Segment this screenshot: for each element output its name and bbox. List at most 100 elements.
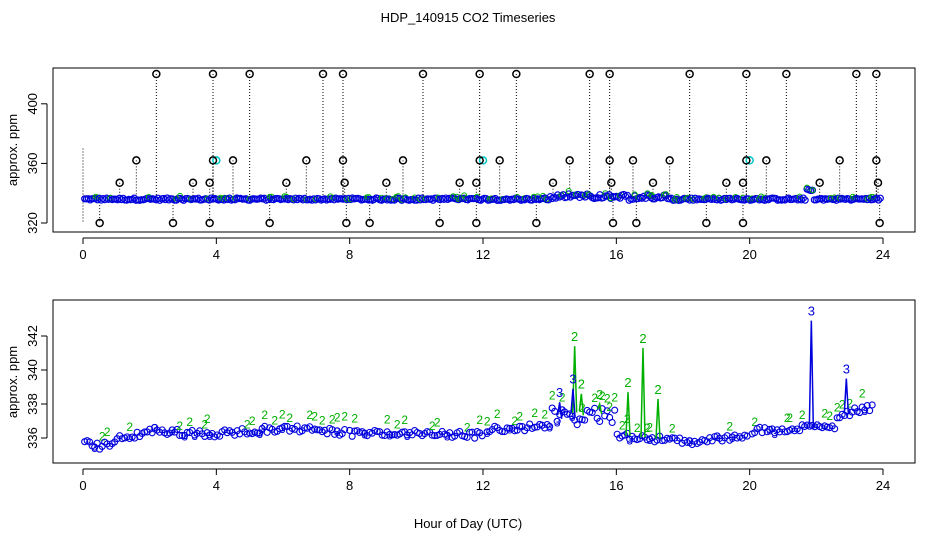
spike-series2: [596, 401, 603, 415]
outlier-point: [205, 218, 214, 228]
outlier-point: [115, 178, 124, 188]
data-point-series3: [874, 196, 883, 204]
outlier-point: [338, 156, 348, 165]
y-tick-label: 320: [25, 212, 40, 234]
outlier-point: [628, 156, 638, 165]
data-point-series3: [178, 431, 186, 440]
y-tick-label: 340: [25, 359, 40, 381]
data-label-series3: 3: [91, 441, 98, 455]
data-label-series3: 3: [386, 429, 393, 443]
data-label-series3: 3: [554, 415, 561, 429]
data-label-series2: 2: [204, 412, 211, 426]
outlier-point: [512, 69, 521, 79]
outlier-point: [685, 69, 694, 79]
data-label-series2: 2: [549, 388, 556, 402]
data-label-series2: 2: [541, 408, 548, 422]
data-label-series2: 2: [311, 409, 318, 423]
outlier-point: [475, 156, 484, 165]
data-label-series2: 2: [606, 400, 613, 414]
data-point-series2: [145, 194, 152, 201]
data-point-series3: [573, 421, 581, 429]
data-point-series3: [868, 401, 876, 409]
data-point-series2: [870, 194, 876, 201]
data-label-series2: 2: [319, 413, 326, 427]
data-label-series2: 2: [429, 419, 436, 433]
data-label-series2: 2: [639, 331, 646, 346]
outlier-point: [648, 178, 658, 188]
data-point-series3: [611, 406, 619, 414]
data-label-series2: 2: [611, 390, 618, 404]
data-point-series3: [478, 432, 486, 440]
data-point-series3: [471, 434, 479, 442]
y-tick-label: 338: [25, 393, 40, 415]
data-label-series3: 3: [569, 410, 576, 424]
data-point-series2: [488, 195, 495, 202]
data-point-series3: [466, 428, 474, 436]
data-label-series2: 2: [799, 408, 806, 422]
data-point-series3: [546, 422, 554, 431]
data-point-series3: [578, 416, 586, 424]
spike-series2: [625, 392, 631, 436]
data-point-series3: [346, 426, 354, 434]
data-point-series3: [603, 407, 611, 415]
outlier-point: [168, 218, 178, 228]
outlier-point: [872, 69, 881, 79]
x-tick-label: 24: [876, 247, 890, 262]
data-point-series2: [540, 192, 546, 199]
outlier-point: [665, 156, 674, 165]
data-label-series2: 2: [531, 406, 538, 420]
data-point-series3: [93, 439, 101, 447]
outlier-point: [565, 156, 574, 165]
outlier-point: [605, 69, 614, 79]
data-point-series3: [378, 431, 386, 439]
data-label-series2: 2: [511, 414, 518, 428]
outlier-point: [95, 218, 104, 228]
data-label-series2: 2: [654, 382, 661, 397]
data-label-series2: 2: [599, 389, 606, 403]
outlier-point: [585, 69, 594, 79]
chart-title: HDP_140915 CO2 Timeseries: [381, 10, 556, 25]
data-point-series3: [373, 427, 381, 435]
data-point-series3: [293, 422, 301, 430]
outlier-point: [835, 156, 844, 165]
outlier-point: [607, 178, 616, 188]
outlier-point: [282, 178, 291, 188]
data-label-series2: 2: [249, 414, 256, 428]
data-label-series2: 2: [604, 391, 611, 405]
data-label-series2: 2: [341, 409, 348, 423]
data-point-series3: [873, 194, 881, 202]
data-point-series3: [866, 407, 874, 415]
outlier-point: [318, 69, 328, 79]
data-point-series3: [638, 194, 646, 202]
data-label-series2: 2: [384, 412, 391, 426]
spike-series3: [843, 378, 850, 414]
data-label-series2: 2: [786, 411, 793, 425]
outlier-point: [472, 178, 481, 188]
outlier-point: [398, 156, 408, 165]
data-label-series2: 2: [591, 391, 598, 405]
data-label-series3: 3: [861, 404, 868, 418]
data-point-series3: [799, 194, 807, 202]
data-label-series2: 2: [394, 418, 401, 432]
outlier-point: [228, 156, 238, 165]
data-point-series1: [745, 156, 754, 165]
data-label-series2: 2: [279, 407, 286, 421]
x-tick-label: 8: [346, 478, 353, 493]
outlier-point: [742, 156, 751, 165]
spike-series3: [808, 320, 815, 428]
data-point-series3: [173, 425, 181, 433]
data-label-series3: 3: [729, 431, 736, 445]
data-point-series3: [620, 190, 628, 199]
x-tick-label: 12: [476, 478, 490, 493]
outlier-point: [382, 178, 391, 188]
outlier-point: [208, 156, 218, 165]
outlier-point: [722, 178, 731, 188]
data-label-series3: 3: [843, 361, 850, 376]
spike-series2: [578, 393, 585, 416]
data-point-series3: [801, 196, 809, 204]
data-label-series2: 2: [669, 421, 676, 435]
outlier-point: [418, 69, 428, 79]
x-tick-label: 8: [346, 247, 353, 262]
